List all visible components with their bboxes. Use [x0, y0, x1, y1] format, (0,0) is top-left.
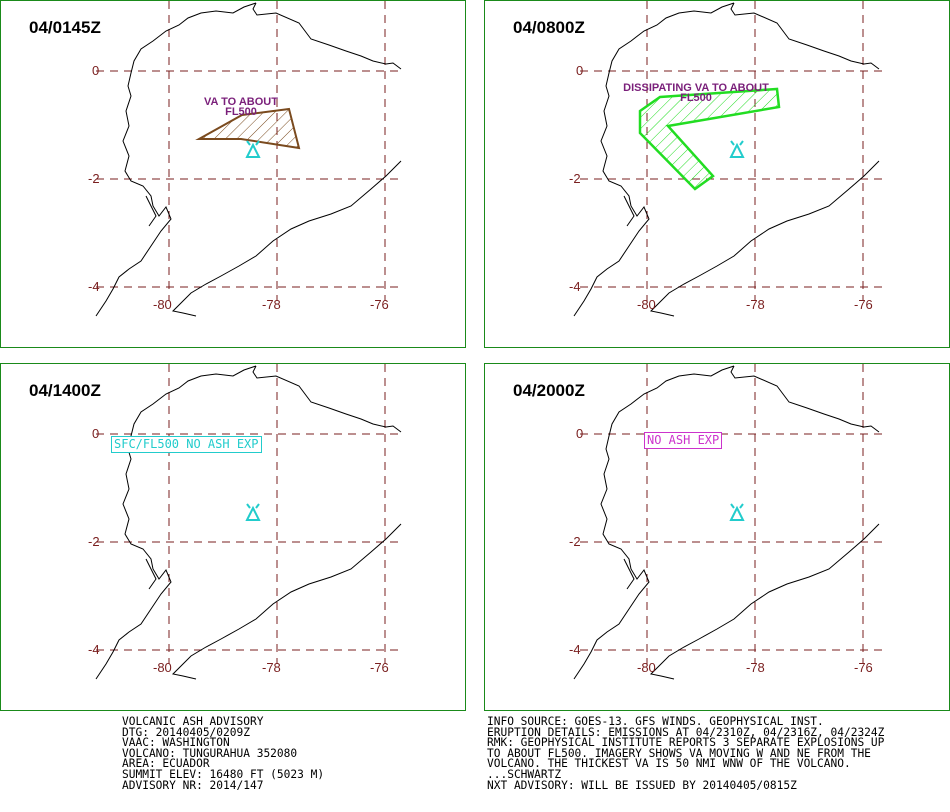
- advisory-line: VOLCANO. THE THICKEST VA IS 50 NMI WNW O…: [487, 757, 851, 771]
- lat-label-minus4: -4: [569, 642, 581, 657]
- map-panel-1: 04/0145Z VA TO ABOUT FL500 0 -2 -4 -80 -…: [0, 0, 466, 348]
- panel-time-title: 04/0145Z: [29, 18, 101, 37]
- advisory-line: TO ABOUT FL500. IMAGERY SHOWS VA MOVING …: [487, 746, 871, 760]
- map-canvas-2: [573, 1, 885, 317]
- lat-lon-grid: [96, 364, 401, 664]
- map-canvas-1: [95, 1, 402, 317]
- advisory-line: ERUPTION DETAILS: EMISSIONS AT 04/2310Z,…: [487, 725, 885, 739]
- advisory-details-block: INFO SOURCE: GOES-13. GFS WINDS. GEOPHYS…: [487, 715, 885, 792]
- lat-label-0: 0: [576, 63, 584, 78]
- lat-lon-grid: [96, 1, 401, 301]
- ash-label-line-2: FL500: [225, 106, 257, 118]
- lon-label-minus78: -78: [746, 297, 765, 312]
- lon-label-minus78: -78: [746, 660, 765, 675]
- lat-label-minus2: -2: [569, 534, 581, 549]
- ash-label-line-1: VA TO ABOUT: [204, 96, 278, 108]
- advisory-line: VOLCANO: TUNGURAHUA 352080: [122, 746, 298, 760]
- advisory-header-block: VOLCANIC ASH ADVISORY DTG: 20140405/0209…: [122, 715, 325, 792]
- lon-label-minus80: -80: [637, 297, 656, 312]
- lat-label-minus2: -2: [88, 534, 100, 549]
- volcano-icon: [245, 140, 261, 158]
- no-ash-label-box: NO ASH EXP: [644, 432, 723, 449]
- lon-label-minus80: -80: [153, 660, 172, 675]
- map-panel-3: 04/1400Z SFC/FL500 NO ASH EXP 0 -2 -4 -8…: [0, 363, 466, 711]
- no-ash-label-box: SFC/FL500 NO ASH EXP: [111, 436, 262, 453]
- volcano-icon: [245, 503, 261, 521]
- lon-label-minus76: -76: [854, 660, 873, 675]
- map-canvas-3: [95, 364, 402, 680]
- advisory-line: SUMMIT ELEV: 16480 FT (5023 M): [122, 767, 325, 781]
- advisory-line: NXT ADVISORY: WILL BE ISSUED BY 20140405…: [487, 778, 797, 792]
- lat-label-0: 0: [92, 426, 100, 441]
- map-panel-2: 04/0800Z DISSIPATING VA TO ABOUT FL500 0…: [484, 0, 950, 348]
- ash-label: VA TO ABOUT FL500: [191, 96, 291, 118]
- lat-label-minus4: -4: [88, 642, 100, 657]
- ash-polygon: [195, 107, 301, 150]
- lon-label-minus76: -76: [370, 660, 389, 675]
- lat-label-0: 0: [576, 426, 584, 441]
- advisory-line: AREA: ECUADOR: [122, 757, 210, 771]
- ash-label-line-1: DISSIPATING VA TO ABOUT: [623, 82, 769, 94]
- panel-time-title: 04/0800Z: [513, 18, 585, 37]
- panel-time-title: 04/1400Z: [29, 381, 101, 400]
- advisory-line: ADVISORY NR: 2014/147: [122, 778, 264, 792]
- advisory-line: DTG: 20140405/0209Z: [122, 725, 250, 739]
- coastline: [95, 365, 402, 680]
- lon-label-minus78: -78: [262, 660, 281, 675]
- panel-time-title: 04/2000Z: [513, 381, 585, 400]
- volcano-icon: [729, 503, 745, 521]
- lat-label-minus4: -4: [569, 279, 581, 294]
- coastline: [573, 2, 880, 317]
- lat-lon-grid: [580, 1, 885, 301]
- lat-lon-grid: [580, 364, 885, 664]
- lon-label-minus76: -76: [370, 297, 389, 312]
- volcano-icon: [729, 140, 745, 158]
- lat-label-minus2: -2: [88, 171, 100, 186]
- lat-label-0: 0: [92, 63, 100, 78]
- advisory-line: RMK: GEOPHYSICAL INSTITUTE REPORTS 3 SEP…: [487, 736, 885, 750]
- advisory-line: VOLCANIC ASH ADVISORY: [122, 715, 264, 728]
- lat-label-minus2: -2: [569, 171, 581, 186]
- advisory-line: ...SCHWARTZ: [487, 767, 562, 781]
- lon-label-minus80: -80: [153, 297, 172, 312]
- map-canvas-4: [573, 364, 885, 680]
- coastline: [95, 2, 402, 317]
- lat-label-minus4: -4: [88, 279, 100, 294]
- lon-label-minus80: -80: [637, 660, 656, 675]
- ash-label-line-2: FL500: [680, 92, 712, 104]
- map-panel-4: 04/2000Z NO ASH EXP 0 -2 -4 -80 -78 -76: [484, 363, 950, 711]
- ash-label: DISSIPATING VA TO ABOUT FL500: [603, 82, 789, 104]
- lon-label-minus78: -78: [262, 297, 281, 312]
- lon-label-minus76: -76: [854, 297, 873, 312]
- advisory-line: VAAC: WASHINGTON: [122, 736, 230, 750]
- ash-polygon: [638, 87, 781, 191]
- advisory-line: INFO SOURCE: GOES-13. GFS WINDS. GEOPHYS…: [487, 715, 824, 728]
- coastline: [573, 365, 880, 680]
